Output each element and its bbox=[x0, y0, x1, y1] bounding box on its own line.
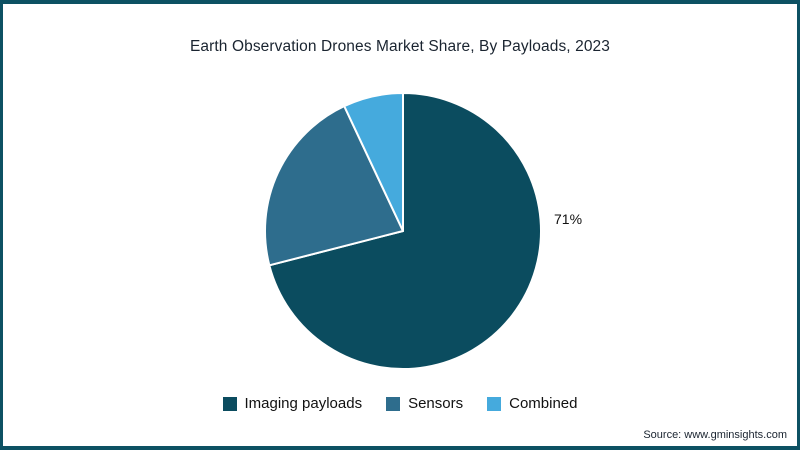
legend-swatch-icon bbox=[222, 396, 237, 411]
pie-chart bbox=[264, 92, 542, 370]
legend-label: Imaging payloads bbox=[244, 395, 363, 412]
legend-label: Combined bbox=[509, 395, 578, 412]
pie-slice-imaging-payloads bbox=[268, 92, 542, 370]
legend-item-sensors: Sensors bbox=[386, 395, 463, 412]
source-attribution: Source: www.gminsights.com bbox=[643, 429, 787, 441]
legend-item-combined: Combined bbox=[487, 395, 577, 412]
legend-swatch-icon bbox=[487, 396, 502, 411]
legend-label: Sensors bbox=[408, 395, 464, 412]
chart-legend: Imaging payloads Sensors Combined bbox=[3, 395, 797, 412]
pie-slice-combined bbox=[343, 92, 404, 232]
chart-title: Earth Observation Drones Market Share, B… bbox=[189, 38, 610, 55]
pie-data-label: 71% bbox=[554, 211, 583, 227]
legend-swatch-icon bbox=[386, 396, 401, 411]
legend-item-imaging-payloads: Imaging payloads bbox=[222, 395, 363, 412]
pie-slice-sensors bbox=[264, 105, 404, 267]
